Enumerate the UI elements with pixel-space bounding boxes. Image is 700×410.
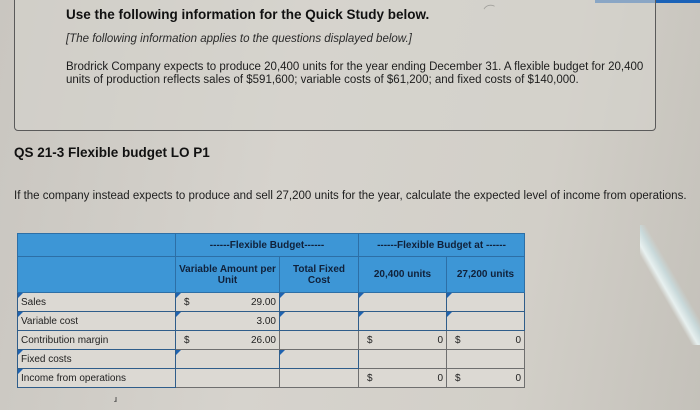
fixed-costs-fixed-input[interactable] — [279, 349, 359, 369]
header-blank-2 — [17, 256, 176, 293]
dollar-sign: $ — [367, 334, 373, 346]
fixed-costs-20400-value — [358, 349, 447, 369]
header-units-27200: 27,200 units — [446, 256, 525, 293]
dollar-sign: $ — [184, 334, 190, 346]
fixed-costs-variable-input[interactable] — [175, 349, 280, 369]
dollar-sign: $ — [367, 372, 373, 384]
row-label-fixed-costs: Fixed costs — [17, 349, 176, 369]
income-variable-value — [175, 368, 280, 388]
question-title: QS 21-3 Flexible budget LO P1 — [14, 145, 210, 160]
header-total-fixed: Total Fixed Cost — [279, 256, 359, 293]
header-flexible-budget-at: ------Flexible Budget at ------ — [358, 233, 525, 257]
header-units-20400: 20,400 units — [358, 256, 447, 293]
cell-value: 3.00 — [256, 315, 276, 327]
variable-cost-27200-input[interactable] — [446, 311, 525, 331]
sales-20400-input[interactable] — [358, 292, 447, 312]
dollar-sign: $ — [455, 372, 461, 384]
sales-fixed-input[interactable] — [279, 292, 359, 312]
table-row-contribution-margin: Contribution margin $26.00 $0 $0 — [17, 330, 525, 350]
cell-value: 29.00 — [250, 296, 276, 308]
header-row-2: Variable Amount per Unit Total Fixed Cos… — [17, 256, 525, 293]
income-fixed-value — [279, 368, 359, 388]
income-27200-value: $0 — [446, 368, 525, 388]
pen-mark: ɹ — [114, 394, 117, 404]
screen-glare — [640, 225, 700, 345]
row-label-sales: Sales — [17, 292, 176, 312]
contribution-margin-fixed-value — [279, 330, 359, 350]
sales-27200-input[interactable] — [446, 292, 525, 312]
info-body: Brodrick Company expects to produce 20,4… — [66, 61, 644, 86]
cell-value: 0 — [515, 334, 521, 346]
sales-variable-input[interactable]: $29.00 — [175, 292, 280, 312]
table-row-sales: Sales $29.00 — [17, 292, 525, 312]
question-text: If the company instead expects to produc… — [14, 190, 687, 202]
cell-value: 0 — [437, 372, 443, 384]
contribution-margin-variable-value: $26.00 — [175, 330, 280, 350]
fixed-costs-27200-value — [446, 349, 525, 369]
row-label-income-from-operations: Income from operations — [17, 368, 176, 388]
info-title: Use the following information for the Qu… — [66, 7, 430, 22]
variable-cost-20400-input[interactable] — [358, 311, 447, 331]
income-20400-value: $0 — [358, 368, 447, 388]
header-flexible-budget: ------Flexible Budget------ — [175, 233, 359, 257]
header-blank — [17, 233, 176, 257]
info-subtitle: [The following information applies to th… — [66, 33, 412, 45]
row-label-contribution-margin: Contribution margin — [17, 330, 176, 350]
flexible-budget-table: ------Flexible Budget------ ------Flexib… — [17, 233, 525, 388]
table-row-income-from-operations: Income from operations $0 $0 — [17, 368, 525, 388]
cell-value: 0 — [437, 334, 443, 346]
variable-cost-fixed-input[interactable] — [279, 311, 359, 331]
variable-cost-variable-input[interactable]: 3.00 — [175, 311, 280, 331]
header-row-1: ------Flexible Budget------ ------Flexib… — [17, 233, 525, 257]
info-box: Use the following information for the Qu… — [14, 0, 656, 131]
contribution-margin-20400-value: $0 — [358, 330, 447, 350]
cell-value: 0 — [515, 372, 521, 384]
contribution-margin-27200-value: $0 — [446, 330, 525, 350]
table-row-variable-cost: Variable cost 3.00 — [17, 311, 525, 331]
table-row-fixed-costs: Fixed costs — [17, 349, 525, 369]
cell-value: 26.00 — [250, 334, 276, 346]
dollar-sign: $ — [455, 334, 461, 346]
row-label-variable-cost: Variable cost — [17, 311, 176, 331]
dollar-sign: $ — [184, 296, 190, 308]
header-variable-amount: Variable Amount per Unit — [175, 256, 280, 293]
